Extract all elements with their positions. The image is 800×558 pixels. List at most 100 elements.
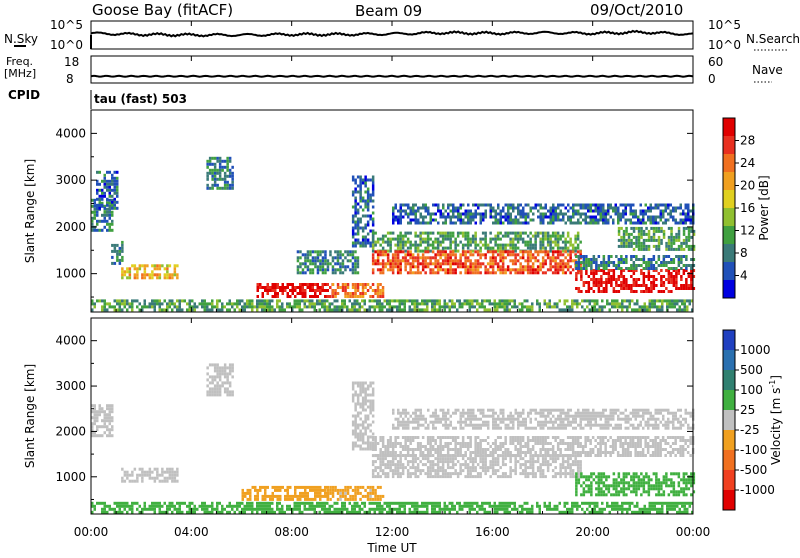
rti-cell	[417, 265, 420, 268]
rti-cell	[309, 486, 312, 489]
rti-cell	[484, 253, 487, 256]
rti-cell	[596, 511, 599, 514]
rti-cell	[577, 451, 580, 454]
rti-cell	[399, 259, 402, 262]
rti-cell	[494, 238, 497, 241]
rti-cell	[643, 239, 646, 242]
rti-cell	[516, 305, 519, 308]
rti-cell	[354, 433, 357, 436]
rti-cell	[131, 264, 134, 267]
rti-cell	[329, 308, 332, 311]
rti-cell	[269, 495, 272, 498]
rti-cell	[277, 486, 280, 489]
rti-cell	[665, 207, 668, 210]
rti-cell	[201, 302, 204, 305]
rti-cell	[359, 283, 362, 286]
rti-cell	[369, 200, 372, 203]
rti-cell	[249, 498, 252, 501]
rti-cell	[557, 216, 560, 219]
rti-cell	[552, 436, 555, 439]
rti-cell	[319, 495, 322, 498]
rti-cell	[656, 511, 659, 514]
rti-cell	[336, 511, 339, 514]
rti-cell	[261, 305, 264, 308]
rti-cell	[554, 250, 557, 253]
rti-cell	[517, 213, 520, 216]
rti-cell	[331, 505, 334, 508]
rti-cell	[415, 213, 418, 216]
rti-cell	[484, 502, 487, 505]
rti-cell	[557, 207, 560, 210]
rti-cell	[569, 308, 572, 311]
rti-cell	[146, 508, 149, 511]
rti-cell	[567, 268, 570, 271]
rti-cell	[652, 207, 655, 210]
rti-cell	[96, 211, 99, 214]
rti-cell	[437, 253, 440, 256]
rti-cell	[623, 233, 626, 236]
rti-cell	[679, 511, 682, 514]
rti-cell	[412, 253, 415, 256]
rti-cell	[446, 508, 449, 511]
rti-cell	[685, 258, 688, 261]
rti-cell	[221, 169, 224, 172]
rti-cell	[673, 278, 676, 281]
rti-cell	[151, 505, 154, 508]
rti-cell	[509, 308, 512, 311]
rti-cell	[176, 480, 179, 483]
rti-cell	[594, 308, 597, 311]
rti-cell	[189, 299, 192, 302]
rti-cell	[387, 262, 390, 265]
rti-cell	[251, 502, 254, 505]
rti-cell	[672, 219, 675, 222]
rti-cell	[256, 505, 259, 508]
rti-cell	[430, 219, 433, 222]
rti-cell	[539, 448, 542, 451]
rti-cell	[462, 439, 465, 442]
rti-cell	[399, 262, 402, 265]
rti-cell	[459, 256, 462, 259]
rti-cell	[211, 511, 214, 514]
rti-cell	[402, 241, 405, 244]
rti-cell	[434, 253, 437, 256]
rti-cell	[570, 207, 573, 210]
rti-cell	[640, 227, 643, 230]
rti-cell	[512, 442, 515, 445]
rti-cell	[525, 216, 528, 219]
rti-cell	[314, 256, 317, 259]
rti-cell	[651, 508, 654, 511]
rti-cell	[517, 219, 520, 222]
rti-cell	[357, 397, 360, 400]
rti-cell	[486, 299, 489, 302]
rti-cell	[574, 502, 577, 505]
rti-cell	[359, 492, 362, 495]
rti-cell	[424, 448, 427, 451]
rti-cell	[534, 232, 537, 235]
rti-cell	[595, 281, 598, 284]
rti-cell	[146, 471, 149, 474]
rti-cell	[427, 207, 430, 210]
rti-cell	[595, 278, 598, 281]
rti-cell	[583, 255, 586, 258]
rti-cell	[154, 299, 157, 302]
rti-cell	[496, 508, 499, 511]
rti-cell	[176, 273, 179, 276]
rti-cell	[299, 495, 302, 498]
rti-cell	[339, 271, 342, 274]
rti-cell	[209, 393, 212, 396]
rti-cell	[434, 262, 437, 265]
rti-cell	[429, 442, 432, 445]
rti-cell	[578, 264, 581, 267]
rti-cell	[362, 439, 365, 442]
rti-cell	[584, 451, 587, 454]
rti-cell	[327, 489, 330, 492]
rti-cell	[474, 502, 477, 505]
rti-cell	[426, 302, 429, 305]
rti-cell	[354, 245, 357, 248]
rti-cell	[372, 445, 375, 448]
rti-cell	[544, 454, 547, 457]
beam-title: Beam 09	[355, 2, 422, 20]
rti-cell	[638, 233, 641, 236]
rti-cell	[638, 230, 641, 233]
rti-cell	[131, 305, 134, 308]
